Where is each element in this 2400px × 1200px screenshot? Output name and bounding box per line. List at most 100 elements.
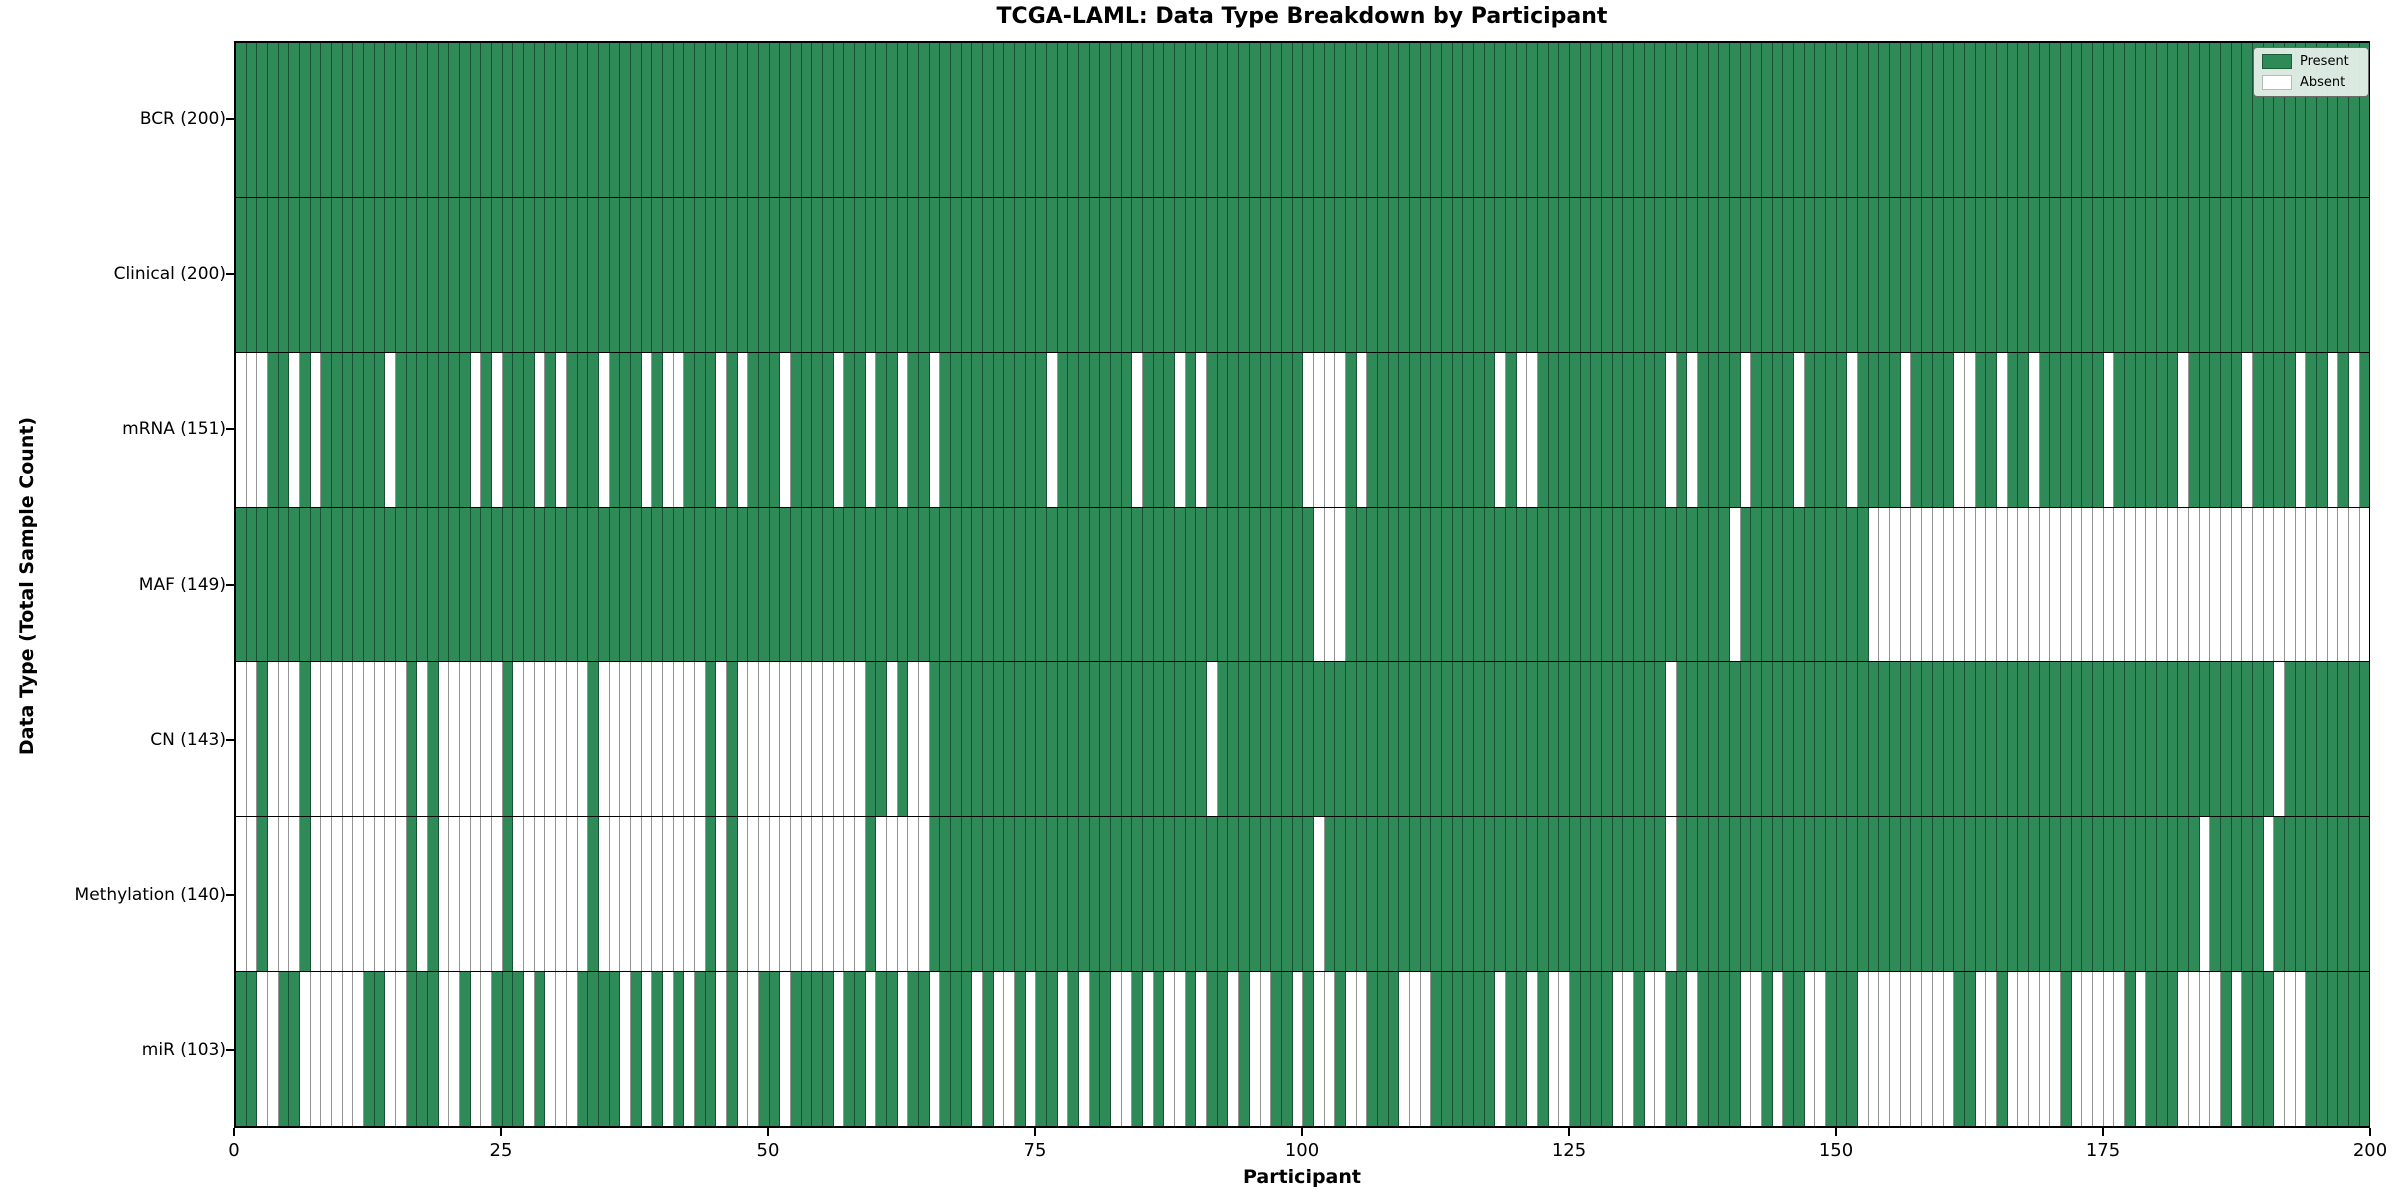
cell xyxy=(2028,352,2040,507)
cell xyxy=(2231,197,2243,352)
cell xyxy=(641,662,653,817)
cell xyxy=(641,43,653,197)
cell xyxy=(983,507,994,662)
cell xyxy=(1185,662,1197,817)
cell xyxy=(300,43,311,197)
cell xyxy=(1602,817,1613,972)
cell xyxy=(2039,43,2051,197)
cell xyxy=(2252,972,2264,1127)
cell xyxy=(1954,197,1965,352)
cell xyxy=(2135,352,2147,507)
cell xyxy=(2188,817,2200,972)
cell xyxy=(1804,662,1816,817)
cell xyxy=(257,972,269,1127)
cell xyxy=(1505,662,1517,817)
cell xyxy=(1932,352,1944,507)
cell xyxy=(1175,43,1186,197)
cell xyxy=(1719,507,1731,662)
cell xyxy=(2018,972,2029,1127)
cell xyxy=(1196,817,1208,972)
heatmap-row-CN xyxy=(236,662,2370,818)
cell xyxy=(1484,352,1496,507)
cell xyxy=(1345,662,1357,817)
cell xyxy=(1313,817,1325,972)
cell xyxy=(1719,662,1731,817)
cell xyxy=(2263,197,2275,352)
cell xyxy=(1047,972,1058,1127)
cell xyxy=(1708,662,1720,817)
cell xyxy=(332,352,343,507)
cell xyxy=(438,352,450,507)
cell xyxy=(1228,43,1240,197)
cell xyxy=(289,662,301,817)
cell xyxy=(897,352,909,507)
cell xyxy=(1143,972,1154,1127)
cell xyxy=(2114,43,2125,197)
cell xyxy=(758,352,770,507)
cell xyxy=(1121,352,1133,507)
cell xyxy=(1751,972,1763,1127)
cell xyxy=(1484,972,1496,1127)
cell xyxy=(993,817,1005,972)
cell xyxy=(1036,352,1048,507)
cell xyxy=(2327,507,2339,662)
cell xyxy=(1324,507,1336,662)
cell xyxy=(2317,197,2328,352)
cell xyxy=(470,817,482,972)
cell xyxy=(726,352,738,507)
cell xyxy=(1548,197,1560,352)
cell xyxy=(2082,507,2093,662)
cell xyxy=(2295,43,2307,197)
cell xyxy=(748,507,759,662)
cell xyxy=(1260,817,1272,972)
cell xyxy=(2092,817,2104,972)
cell xyxy=(1164,662,1176,817)
cell xyxy=(1207,507,1218,662)
cell xyxy=(854,507,866,662)
cell xyxy=(481,662,493,817)
cell xyxy=(2306,972,2318,1127)
cell xyxy=(1975,352,1987,507)
cell xyxy=(1207,972,1218,1127)
cell xyxy=(1004,972,1016,1127)
cell xyxy=(1548,662,1560,817)
cell xyxy=(2167,662,2179,817)
cell xyxy=(1719,352,1731,507)
cell xyxy=(1868,972,1880,1127)
cell xyxy=(1708,352,1720,507)
cell xyxy=(1569,817,1581,972)
cell xyxy=(588,352,599,507)
cell xyxy=(1249,972,1261,1127)
cell xyxy=(1068,972,1080,1127)
cell xyxy=(1943,662,1955,817)
cell xyxy=(310,972,322,1127)
cell xyxy=(1143,352,1154,507)
cell xyxy=(1964,507,1976,662)
cell xyxy=(833,197,845,352)
cell xyxy=(705,352,717,507)
cell xyxy=(854,972,866,1127)
cell xyxy=(310,197,322,352)
cell xyxy=(1559,352,1570,507)
cell xyxy=(812,507,823,662)
cell xyxy=(1089,352,1101,507)
cell xyxy=(1377,43,1389,197)
cell xyxy=(822,197,834,352)
cell xyxy=(983,197,994,352)
cell xyxy=(1324,43,1336,197)
cell xyxy=(1996,662,2008,817)
cell xyxy=(1890,817,1901,972)
cell xyxy=(1762,662,1773,817)
cell xyxy=(2242,972,2253,1127)
cell xyxy=(1698,352,1709,507)
cell xyxy=(2103,43,2115,197)
cell xyxy=(1292,817,1304,972)
cell xyxy=(897,507,909,662)
cell xyxy=(1580,43,1592,197)
cell xyxy=(1484,507,1496,662)
cell xyxy=(662,507,674,662)
cell xyxy=(886,817,898,972)
cell xyxy=(2114,352,2125,507)
cell xyxy=(652,197,663,352)
cell xyxy=(556,197,567,352)
